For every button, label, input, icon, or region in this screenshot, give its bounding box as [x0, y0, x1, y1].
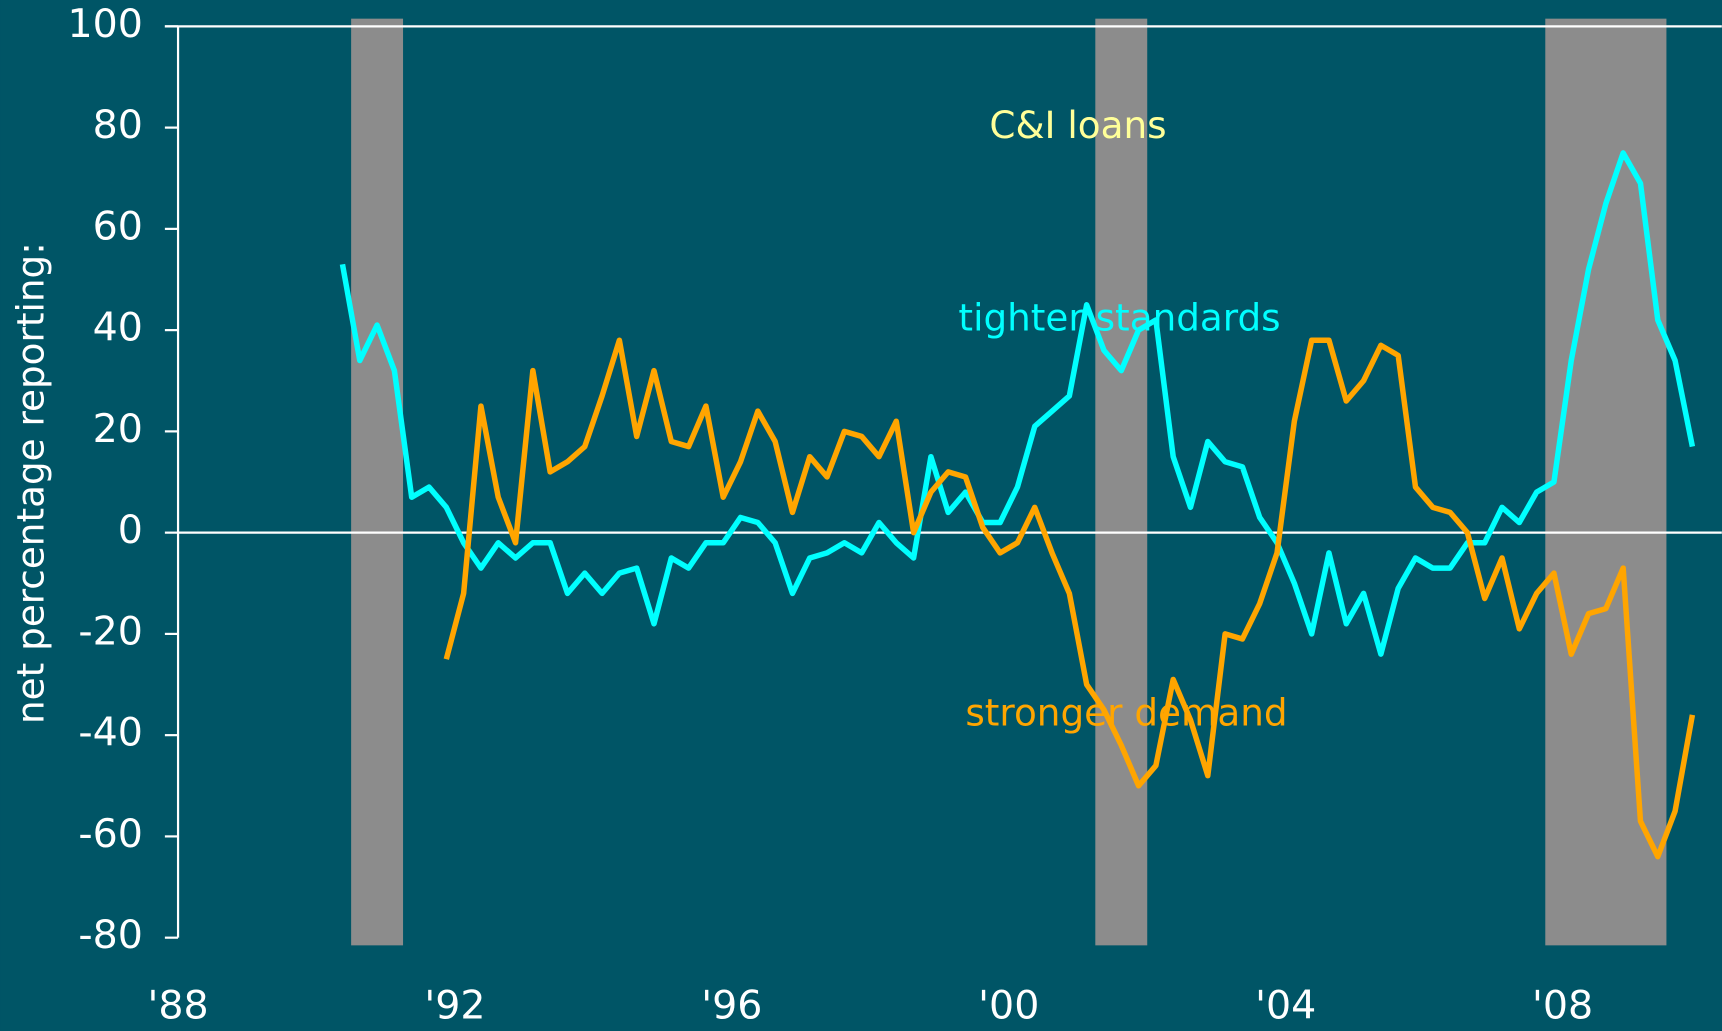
y-axis-label: net percentage reporting: — [9, 242, 53, 724]
recession-band — [351, 18, 404, 946]
y-tick-label: 100 — [67, 1, 142, 47]
y-tick-label: -80 — [78, 912, 143, 958]
x-tick-label: '00 — [978, 982, 1039, 1028]
y-tick-label: -60 — [78, 811, 143, 857]
x-tick-label: '88 — [147, 982, 208, 1028]
recession-band — [1095, 18, 1148, 946]
y-tick-label: 20 — [93, 406, 143, 452]
y-tick-label: 0 — [118, 507, 143, 553]
y-tick-label: -40 — [78, 710, 143, 756]
y-tick-label: 40 — [93, 305, 143, 351]
x-tick-label: '96 — [701, 982, 762, 1028]
y-tick-label: 80 — [93, 102, 143, 148]
annotation: C&I loans — [989, 103, 1166, 147]
y-tick-label: 60 — [93, 203, 143, 249]
y-tick-label: -20 — [78, 608, 143, 654]
recession-band — [1545, 18, 1667, 946]
series-line — [443, 337, 1696, 860]
annotation: stronger demand — [965, 690, 1287, 734]
x-tick-label: '92 — [424, 982, 485, 1028]
x-tick-label: '04 — [1255, 982, 1316, 1028]
annotation: tighter standards — [958, 295, 1280, 339]
x-tick-label: '08 — [1532, 982, 1593, 1028]
